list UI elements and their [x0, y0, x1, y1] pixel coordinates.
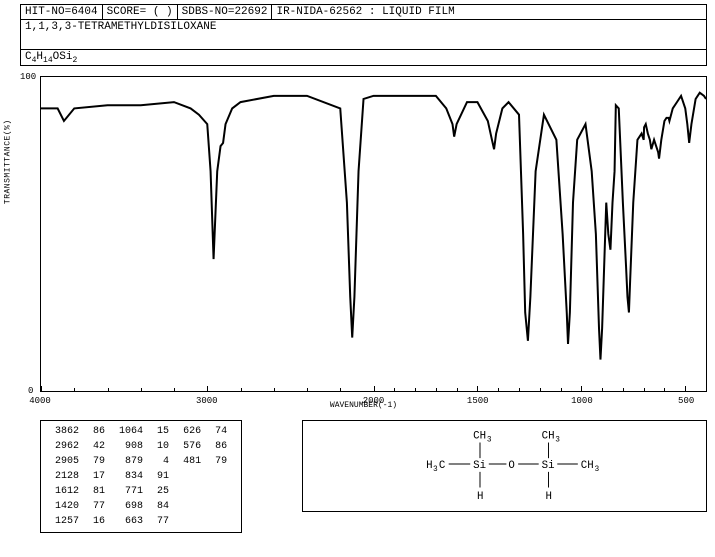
x-tick: 2000 [363, 396, 385, 406]
ch3-label: CH [473, 431, 486, 443]
si-label: Si [473, 460, 486, 472]
svg-text:C: C [439, 460, 445, 472]
x-tick: 500 [678, 396, 694, 406]
table-row: 21281783491 [49, 470, 233, 483]
x-tick: 4000 [29, 396, 51, 406]
hit-no-cell: HIT-NO=6404 [21, 5, 103, 19]
y-axis-label: TRANSMITTANCE(%) [4, 119, 13, 204]
x-tick: 1500 [467, 396, 489, 406]
compound-name: 1,1,3,3-TETRAMETHYLDISILOXANE [20, 20, 707, 50]
spectrum-chart: 100 0 TRANSMITTANCE(%) WAVENUMBER(-1) 40… [20, 72, 707, 412]
score-cell: SCORE= ( ) [103, 5, 178, 19]
formula-14: 14 [43, 56, 53, 65]
x-tick: 1000 [571, 396, 593, 406]
svg-text:3: 3 [555, 436, 560, 445]
header-row: HIT-NO=6404 SCORE= ( ) SDBS-NO=22692 IR-… [20, 4, 707, 20]
formula-c: C [25, 51, 32, 63]
peak-table: 38628610641562674 2962429081057686 2905798… [40, 420, 242, 533]
table-row: 2962429081057686 [49, 440, 233, 453]
plot-box [40, 76, 707, 392]
si-label-2: Si [542, 460, 555, 472]
table-row: 38628610641562674 [49, 425, 233, 438]
formula-2: 2 [72, 56, 77, 65]
formula-osi: OSi [53, 51, 73, 63]
structure-diagram: CH3 CH3 H3C Si O Si CH3 H H [302, 420, 707, 512]
svg-text:3: 3 [595, 465, 600, 474]
formula: C4H14OSi2 [20, 50, 707, 66]
o-label: O [508, 460, 514, 472]
table-row: 12571666377 [49, 515, 233, 528]
y-tick-100: 100 [20, 72, 36, 82]
h3c-label: H [426, 460, 432, 472]
h-label: H [477, 491, 483, 503]
y-tick-0: 0 [28, 386, 33, 396]
table-row: 16128177125 [49, 485, 233, 498]
x-tick: 3000 [196, 396, 218, 406]
table-row: 14207769884 [49, 500, 233, 513]
ch3-label-3: CH [581, 460, 594, 472]
svg-text:3: 3 [487, 436, 492, 445]
ch3-label-2: CH [542, 431, 555, 443]
sdbs-no-cell: SDBS-NO=22692 [178, 5, 273, 19]
svg-text:3: 3 [433, 465, 438, 474]
ir-info-cell: IR-NIDA-62562 : LIQUID FILM [272, 5, 706, 19]
spectrum-line [41, 77, 706, 391]
molecule-svg: CH3 CH3 H3C Si O Si CH3 H H [303, 421, 706, 511]
h-label-2: H [546, 491, 552, 503]
bottom-area: 38628610641562674 2962429081057686 2905798… [40, 420, 707, 533]
table-row: 290579879448179 [49, 455, 233, 468]
